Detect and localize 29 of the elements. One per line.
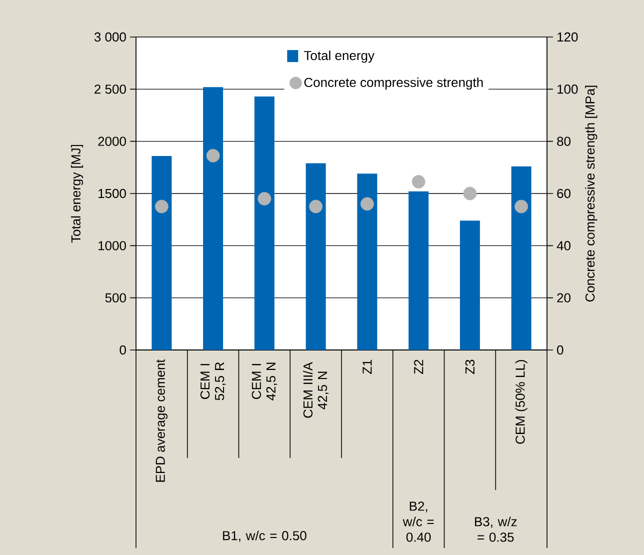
text: B2, w/c = 0.40 [402, 502, 434, 542]
x-tick-label: CEM (50% LL) [515, 360, 528, 444]
text: B1, w/c = 0.50 [223, 530, 306, 542]
x-tick-label: Z1 [362, 360, 372, 374]
y-tick-label: 0 [120, 345, 126, 355]
y-axis-title: Total energy [MJ] [70, 144, 84, 243]
y2-tick-label: 80 [557, 136, 570, 146]
y2-axis-title: Concrete compressive strength [MPa] [585, 86, 598, 302]
y2-tick-label: 120 [558, 32, 578, 42]
text: B3, w/z = 0.35 [475, 516, 517, 542]
x-tick-label: CEM I 52,5 R [200, 362, 226, 400]
x-tick-label: Z3 [465, 360, 475, 374]
y2-tick-label: 100 [558, 84, 578, 94]
y2-tick-label: 20 [557, 293, 570, 302]
y-tick-label: 1000 [98, 241, 126, 250]
x-tick-label: EPD average cement [156, 359, 168, 482]
y-tick-label: 500 [105, 293, 126, 302]
y2-tick-label: 0 [557, 345, 564, 355]
y2-tick-label: 60 [557, 188, 570, 198]
legend-label: Concrete compressive strength [304, 78, 483, 90]
y-tick-label: 2 500 [94, 84, 126, 94]
y-tick-label: 1500 [98, 188, 126, 198]
y-tick-label: 2000 [98, 136, 126, 146]
y2-tick-label: 40 [556, 241, 570, 250]
x-tick-label: Z2 [414, 360, 424, 374]
y-tick-label: 3 000 [94, 32, 126, 42]
legend-label: Total energy [304, 50, 374, 63]
x-tick-label: CEM III/A 42,5 N [303, 362, 329, 418]
x-tick-label: CEM I 42,5 N [252, 362, 278, 400]
